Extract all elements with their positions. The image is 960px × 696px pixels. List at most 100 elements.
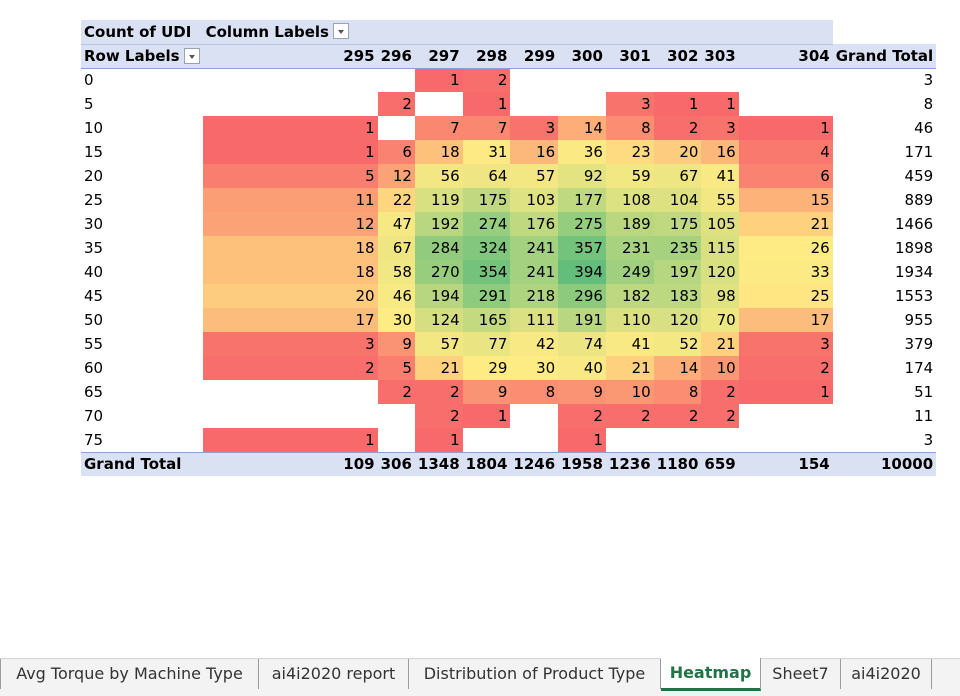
heatmap-cell[interactable]: 2 bbox=[701, 380, 739, 404]
heatmap-cell[interactable] bbox=[510, 68, 558, 92]
column-total-cell[interactable]: 1804 bbox=[462, 451, 511, 476]
heatmap-cell[interactable]: 36 bbox=[558, 140, 606, 164]
heatmap-cell[interactable]: 56 bbox=[414, 164, 463, 188]
heatmap-cell[interactable] bbox=[463, 428, 511, 452]
heatmap-cell[interactable]: 18 bbox=[202, 260, 378, 284]
heatmap-cell[interactable]: 74 bbox=[558, 332, 606, 356]
heatmap-cell[interactable]: 177 bbox=[558, 188, 606, 212]
column-total-cell[interactable]: 154 bbox=[738, 451, 833, 476]
column-header-304[interactable]: 304 bbox=[738, 44, 833, 69]
heatmap-cell[interactable]: 5 bbox=[377, 356, 415, 380]
heatmap-cell[interactable]: 3 bbox=[738, 332, 833, 356]
heatmap-cell[interactable]: 218 bbox=[510, 284, 559, 308]
heatmap-cell[interactable] bbox=[378, 116, 415, 140]
column-header-302[interactable]: 302 bbox=[653, 44, 702, 69]
row-label-cell[interactable]: 0 bbox=[84, 71, 94, 90]
row-grand-total-cell[interactable]: 174 bbox=[904, 359, 934, 377]
heatmap-cell[interactable]: 6 bbox=[738, 164, 833, 188]
heatmap-cell[interactable]: 1 bbox=[738, 116, 833, 140]
heatmap-cell[interactable]: 70 bbox=[701, 308, 739, 332]
heatmap-cell[interactable]: 3 bbox=[701, 116, 739, 140]
heatmap-cell[interactable] bbox=[606, 68, 654, 92]
row-grand-total-cell[interactable]: 171 bbox=[904, 143, 934, 161]
heatmap-cell[interactable]: 176 bbox=[510, 212, 559, 236]
row-label-cell[interactable]: 40 bbox=[84, 263, 104, 281]
heatmap-cell[interactable]: 1 bbox=[202, 428, 378, 452]
sheet-tab-heatmap[interactable]: Heatmap bbox=[661, 658, 761, 691]
column-total-cell[interactable]: 1246 bbox=[510, 451, 559, 476]
heatmap-cell[interactable]: 124 bbox=[414, 308, 463, 332]
heatmap-cell[interactable]: 46 bbox=[377, 284, 415, 308]
heatmap-cell[interactable]: 14 bbox=[653, 356, 702, 380]
row-label-cell[interactable]: 30 bbox=[84, 215, 104, 233]
heatmap-cell[interactable]: 9 bbox=[462, 380, 511, 404]
heatmap-cell[interactable]: 58 bbox=[377, 260, 415, 284]
heatmap-cell[interactable]: 17 bbox=[738, 308, 833, 332]
column-header-297[interactable]: 297 bbox=[414, 44, 463, 69]
heatmap-cell[interactable] bbox=[415, 92, 463, 116]
row-grand-total-cell[interactable]: 8 bbox=[923, 95, 934, 113]
heatmap-cell[interactable] bbox=[558, 68, 606, 92]
heatmap-cell[interactable]: 2 bbox=[653, 404, 702, 428]
heatmap-cell[interactable]: 20 bbox=[653, 140, 702, 164]
column-header-301[interactable]: 301 bbox=[605, 44, 654, 69]
heatmap-cell[interactable]: 274 bbox=[462, 212, 511, 236]
heatmap-cell[interactable]: 33 bbox=[738, 260, 833, 284]
column-header-299[interactable]: 299 bbox=[510, 44, 559, 69]
column-total-cell[interactable]: 109 bbox=[202, 451, 378, 476]
heatmap-cell[interactable] bbox=[510, 92, 558, 116]
heatmap-cell[interactable]: 16 bbox=[701, 140, 739, 164]
heatmap-cell[interactable]: 3 bbox=[510, 116, 559, 140]
heatmap-cell[interactable]: 92 bbox=[558, 164, 606, 188]
heatmap-cell[interactable]: 11 bbox=[202, 188, 378, 212]
heatmap-cell[interactable]: 21 bbox=[605, 356, 654, 380]
heatmap-cell[interactable]: 192 bbox=[414, 212, 463, 236]
heatmap-cell[interactable]: 7 bbox=[462, 116, 511, 140]
row-grand-total-cell[interactable]: 1466 bbox=[895, 215, 934, 233]
heatmap-cell[interactable]: 119 bbox=[414, 188, 463, 212]
heatmap-cell[interactable] bbox=[510, 404, 558, 428]
heatmap-cell[interactable] bbox=[739, 404, 833, 428]
heatmap-cell[interactable]: 67 bbox=[377, 236, 415, 260]
heatmap-cell[interactable]: 67 bbox=[653, 164, 702, 188]
heatmap-cell[interactable]: 1 bbox=[462, 404, 511, 428]
sheet-tab-avg-torque-by-machine-type[interactable]: Avg Torque by Machine Type bbox=[0, 659, 259, 689]
heatmap-cell[interactable]: 182 bbox=[605, 284, 654, 308]
heatmap-cell[interactable]: 120 bbox=[701, 260, 739, 284]
value-header-cell[interactable]: Count of UDI bbox=[81, 20, 203, 45]
heatmap-cell[interactable]: 165 bbox=[462, 308, 511, 332]
heatmap-cell[interactable]: 296 bbox=[558, 284, 606, 308]
heatmap-cell[interactable]: 59 bbox=[605, 164, 654, 188]
heatmap-cell[interactable] bbox=[701, 428, 738, 452]
heatmap-cell[interactable]: 2 bbox=[558, 404, 606, 428]
heatmap-cell[interactable]: 2 bbox=[377, 92, 415, 116]
heatmap-cell[interactable]: 2 bbox=[414, 404, 463, 428]
row-grand-total-cell[interactable]: 3 bbox=[923, 430, 934, 449]
row-label-cell[interactable]: 45 bbox=[84, 287, 104, 305]
heatmap-cell[interactable]: 12 bbox=[377, 164, 415, 188]
row-grand-total-cell[interactable]: 955 bbox=[904, 311, 934, 329]
heatmap-cell[interactable]: 8 bbox=[510, 380, 559, 404]
row-labels-filter-dropdown-icon[interactable] bbox=[183, 47, 200, 64]
grand-total-row-label[interactable]: Grand Total bbox=[81, 451, 203, 476]
heatmap-cell[interactable]: 291 bbox=[462, 284, 511, 308]
heatmap-cell[interactable]: 235 bbox=[653, 236, 702, 260]
heatmap-cell[interactable]: 6 bbox=[377, 140, 415, 164]
heatmap-cell[interactable]: 52 bbox=[653, 332, 702, 356]
row-label-cell[interactable]: 10 bbox=[84, 119, 104, 137]
heatmap-cell[interactable]: 194 bbox=[414, 284, 463, 308]
row-label-cell[interactable]: 65 bbox=[84, 383, 104, 401]
heatmap-cell[interactable]: 275 bbox=[558, 212, 606, 236]
heatmap-cell[interactable]: 20 bbox=[202, 284, 378, 308]
heatmap-cell[interactable]: 40 bbox=[558, 356, 606, 380]
heatmap-cell[interactable]: 12 bbox=[202, 212, 378, 236]
row-grand-total-cell[interactable]: 51 bbox=[914, 383, 934, 401]
heatmap-cell[interactable]: 197 bbox=[653, 260, 702, 284]
heatmap-cell[interactable]: 111 bbox=[510, 308, 559, 332]
column-labels-filter-dropdown-icon[interactable] bbox=[332, 23, 349, 40]
heatmap-cell[interactable]: 98 bbox=[701, 284, 739, 308]
heatmap-cell[interactable]: 57 bbox=[510, 164, 559, 188]
heatmap-cell[interactable] bbox=[203, 92, 378, 116]
heatmap-cell[interactable]: 5 bbox=[202, 164, 378, 188]
grand-total-value-cell[interactable]: 10000 bbox=[832, 451, 937, 476]
